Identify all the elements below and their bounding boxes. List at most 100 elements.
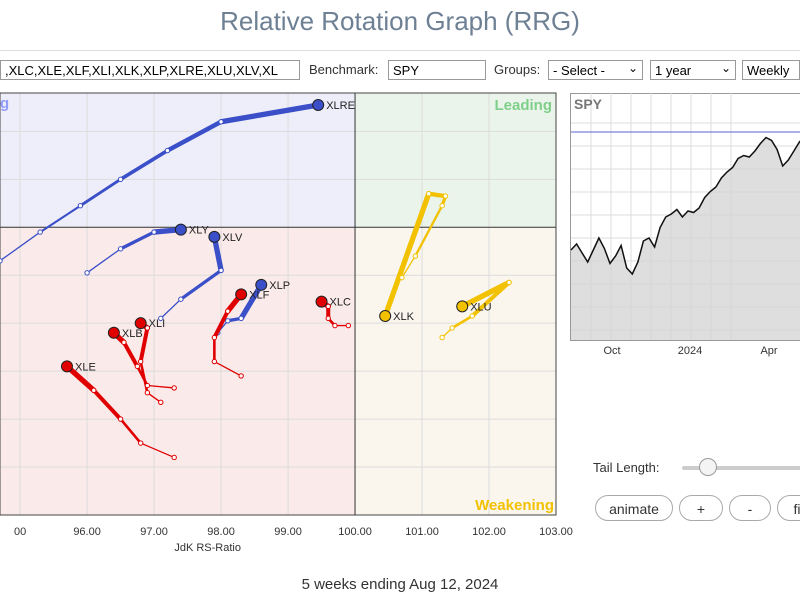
tail-point [137,440,144,446]
tail-segment [238,282,264,322]
groups-label: Groups: [494,62,541,77]
zoom-out-button[interactable]: - [729,495,771,521]
tail-point [0,258,3,264]
zoom-in-button[interactable]: + [679,495,723,521]
fit-button[interactable]: fi [777,495,800,521]
x-tick-label: 102.00 [472,526,506,538]
x-tick-label: 101.00 [405,526,439,538]
series-label-xle: XLE [75,361,96,373]
series-label-xlu: XLU [470,301,491,313]
tail-segment [118,148,170,182]
spy-x-tick-label: Oct [603,345,620,357]
tail-point [399,274,405,281]
spy-area-fill [571,137,800,340]
tail-segment [414,204,444,258]
head-point-xlf [235,288,248,301]
tail-segment [213,360,242,377]
tail-point [171,385,177,391]
quadrant-lagging-bg [0,93,356,228]
tail-point [238,373,244,379]
title-divider [0,50,800,51]
tail-length-slider-track[interactable] [682,466,800,470]
page-title: Relative Rotation Graph (RRG) [220,6,580,36]
tail-point [469,313,475,319]
tail-point [332,322,338,329]
tail-segment [138,325,150,364]
tail-point [178,296,184,302]
series-label-xlp: XLP [269,280,290,292]
tail-segment [86,248,122,274]
series-label-xlc: XLC [330,297,351,309]
spy-x-tick-label: 2024 [678,345,702,357]
tail-point [137,358,144,365]
tail-xle: XLE [60,360,177,461]
tail-point [117,176,124,183]
tail-point [144,325,151,331]
animate-button[interactable]: animate [595,495,673,521]
tail-point [412,253,419,259]
benchmark-input[interactable]: SPY [388,60,486,80]
plot-frame [0,92,557,516]
tail-point [144,382,151,389]
tail-point [211,334,218,341]
x-tick-label: 99.00 [274,526,302,538]
tail-segment [91,388,123,422]
spy-x-tick-label: Apr [760,345,777,357]
series-label-xly: XLY [189,225,210,237]
tail-point [442,193,449,199]
tail-point [345,322,352,329]
head-point-xlre [312,98,325,111]
groups-select[interactable]: - Select - [548,60,643,80]
tail-segment [118,230,156,251]
tail-segment [140,442,175,459]
symbols-input[interactable]: ,XLC,XLE,XLF,XLI,XLK,XLP,XLRE,XLU,XLV,XL [0,60,300,80]
head-point-xle [60,360,73,373]
tail-xlc: XLC [315,295,352,329]
tail-point [218,267,224,274]
series-label-xlre: XLRE [326,100,355,112]
tail-segment [426,191,448,199]
tail-segment [179,268,223,301]
series-label-xlb: XLB [122,328,143,340]
tail-length-slider-thumb[interactable] [699,458,717,476]
period-select[interactable]: 1 year [650,60,736,80]
benchmark-label: Benchmark: [309,62,379,77]
tail-segment [146,384,175,389]
spy-chart: SPY Oct 2024 Apr [570,93,800,357]
spy-chart-title: SPY [574,96,603,112]
interval-select[interactable]: Weekly [742,60,800,80]
groups-select-value: - Select - [553,63,606,78]
period-caption: 5 weeks ending Aug 12, 2024 [301,576,499,593]
tail-xlre: XLRE [0,98,355,264]
tail-length-label: Tail Length: [593,460,660,475]
tail-point [225,318,231,324]
tail-point [171,454,177,461]
series-label-xlk: XLK [393,311,414,323]
tail-point [121,339,127,346]
tail-point [439,334,445,341]
tail-segment [119,417,142,445]
x-tick-label: 97.00 [140,526,168,538]
tail-point [506,279,512,286]
tail-segment [121,340,140,369]
tail-point [151,229,157,235]
tail-point [238,315,244,322]
tail-segment [146,392,162,403]
head-point-xlb [107,326,120,339]
tail-segment [218,102,321,125]
tail-point [164,147,171,154]
head-point-xlk [379,309,392,322]
tail-point [439,202,445,209]
x-tick-label: 98.00 [207,526,235,538]
tail-segment [459,279,512,310]
tail-segment [78,177,123,208]
tail-segment [382,191,432,319]
head-point-xlv [208,230,221,243]
tail-point [426,191,432,197]
series-label-xli: XLI [149,318,166,330]
spy-price-line [570,136,800,276]
tail-xlu: XLU [439,279,512,341]
tail-point [91,387,97,394]
tail-segment [0,231,41,262]
tail-point [218,119,224,125]
